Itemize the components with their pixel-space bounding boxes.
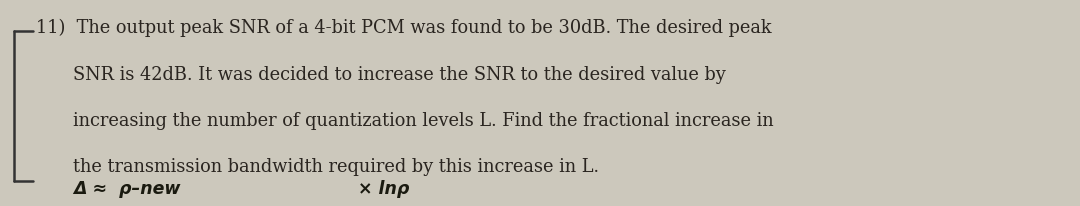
Text: 11)  The output peak SNR of a 4-bit PCM was found to be 30dB. The desired peak: 11) The output peak SNR of a 4-bit PCM w… (36, 19, 771, 37)
Text: SNR is 42dB. It was decided to increase the SNR to the desired value by: SNR is 42dB. It was decided to increase … (73, 66, 726, 84)
Text: × lnρ: × lnρ (346, 180, 409, 198)
Text: the transmission bandwidth required by this increase in L.: the transmission bandwidth required by t… (73, 158, 599, 176)
Text: Δ ≈  ρ–new: Δ ≈ ρ–new (73, 180, 180, 198)
Text: increasing the number of quantization levels L. Find the fractional increase in: increasing the number of quantization le… (73, 112, 774, 130)
